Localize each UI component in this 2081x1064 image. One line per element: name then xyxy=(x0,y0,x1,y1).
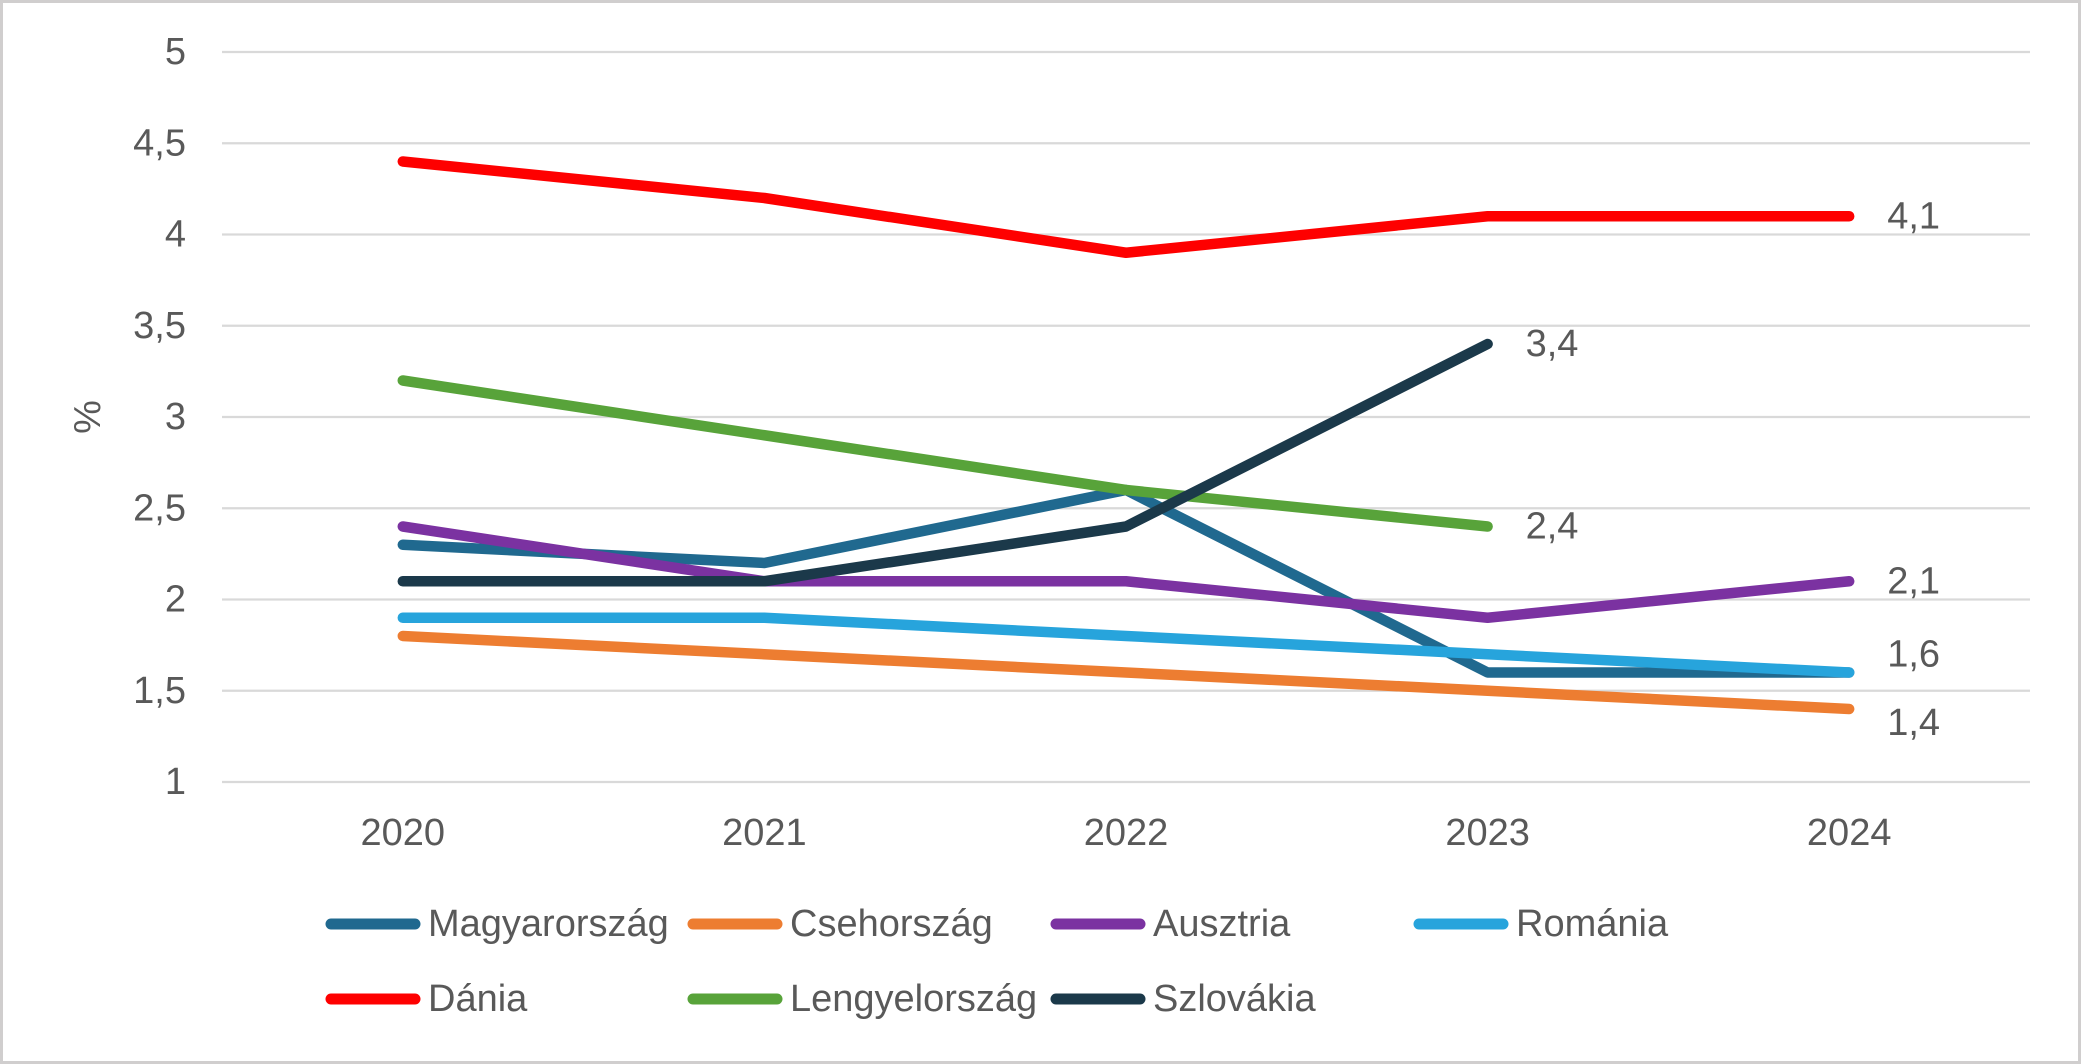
legend-label-romania: Románia xyxy=(1516,903,1669,945)
x-axis-year-label: 2024 xyxy=(1807,812,1892,854)
series-line-romania xyxy=(397,612,1855,678)
legend: Magyarország Csehország Ausztria Románia Dán… xyxy=(325,903,1669,1020)
legend-item-romania: Románia xyxy=(1413,903,1669,945)
y-axis-labels: 5 4,5 4 3,5 3 2,5 2 1,5 1 xyxy=(133,31,186,803)
legend-item-ausztria: Ausztria xyxy=(1050,903,1291,945)
series-line-dania xyxy=(397,156,1855,258)
series-lines xyxy=(397,156,1855,715)
x-axis-labels: 2020 2021 2022 2023 2024 xyxy=(361,812,1892,854)
series-line-lengyelorszag xyxy=(397,375,1493,532)
legend-item-szlovakia: Szlovákia xyxy=(1050,978,1316,1020)
x-axis-year-label: 2023 xyxy=(1445,812,1530,854)
data-label-romania: 1,6 xyxy=(1887,634,1940,676)
y-axis-tick-label: 1,5 xyxy=(133,670,186,712)
x-axis-year-label: 2022 xyxy=(1084,812,1169,854)
x-axis-year-label: 2021 xyxy=(722,812,807,854)
legend-label-lengyelorszag: Lengyelország xyxy=(790,978,1037,1020)
series-line-csehorszag xyxy=(397,630,1855,715)
legend-item-dania: Dánia xyxy=(325,978,528,1020)
series-line-szlovakia xyxy=(397,338,1493,587)
x-axis-year-label: 2020 xyxy=(361,812,446,854)
data-label-csehorszag: 1,4 xyxy=(1887,702,1940,744)
legend-label-szlovakia: Szlovákia xyxy=(1153,978,1316,1020)
legend-item-lengyelorszag: Lengyelország xyxy=(687,978,1037,1020)
gridlines xyxy=(222,50,2030,784)
data-label-szlovakia: 3,4 xyxy=(1526,323,1579,365)
y-axis-tick-label: 4,5 xyxy=(133,122,186,164)
y-axis-tick-label: 5 xyxy=(165,31,186,73)
legend-item-csehorszag: Csehország xyxy=(687,903,993,945)
y-axis-tick-label: 4 xyxy=(165,214,186,256)
legend-label-ausztria: Ausztria xyxy=(1153,903,1291,945)
y-axis-title: % xyxy=(67,400,109,434)
y-axis-tick-label: 3,5 xyxy=(133,305,186,347)
legend-label-dania: Dánia xyxy=(428,978,528,1020)
data-labels: 1,4 2,1 1,6 4,1 2,4 3,4 xyxy=(1526,195,1940,744)
legend-label-magyarorszag: Magyarország xyxy=(428,903,669,945)
legend-item-magyarorszag: Magyarország xyxy=(325,903,669,945)
y-axis-tick-label: 2,5 xyxy=(133,487,186,529)
y-axis-tick-label: 2 xyxy=(165,579,186,621)
data-label-ausztria: 2,1 xyxy=(1887,560,1940,602)
legend-label-csehorszag: Csehország xyxy=(790,903,993,945)
data-label-dania: 4,1 xyxy=(1887,195,1940,237)
data-label-lengyelorszag: 2,4 xyxy=(1526,506,1579,548)
y-axis-tick-label: 1 xyxy=(165,761,186,803)
series-line-ausztria xyxy=(397,521,1855,623)
y-axis-tick-label: 3 xyxy=(165,396,186,438)
